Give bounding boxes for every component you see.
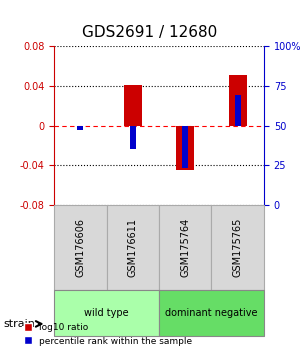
Text: GSM175765: GSM175765 <box>233 218 243 278</box>
Text: GSM176606: GSM176606 <box>75 218 85 277</box>
FancyBboxPatch shape <box>106 205 159 290</box>
Bar <box>124 85 142 126</box>
Bar <box>77 126 83 130</box>
Text: GSM175764: GSM175764 <box>180 218 190 278</box>
Legend: log10 ratio, percentile rank within the sample: log10 ratio, percentile rank within the … <box>20 320 196 349</box>
Text: GDS2691 / 12680: GDS2691 / 12680 <box>82 25 218 40</box>
Text: dominant negative: dominant negative <box>165 308 258 318</box>
FancyBboxPatch shape <box>54 290 159 336</box>
Text: wild type: wild type <box>84 308 129 318</box>
Text: strain: strain <box>3 319 35 329</box>
Bar <box>229 75 247 126</box>
FancyBboxPatch shape <box>159 205 211 290</box>
Bar <box>235 95 241 126</box>
Bar <box>130 126 136 149</box>
Text: GSM176611: GSM176611 <box>128 218 138 277</box>
FancyBboxPatch shape <box>159 290 264 336</box>
Bar <box>182 126 188 168</box>
Bar <box>176 126 194 171</box>
FancyBboxPatch shape <box>212 205 264 290</box>
FancyBboxPatch shape <box>54 205 106 290</box>
